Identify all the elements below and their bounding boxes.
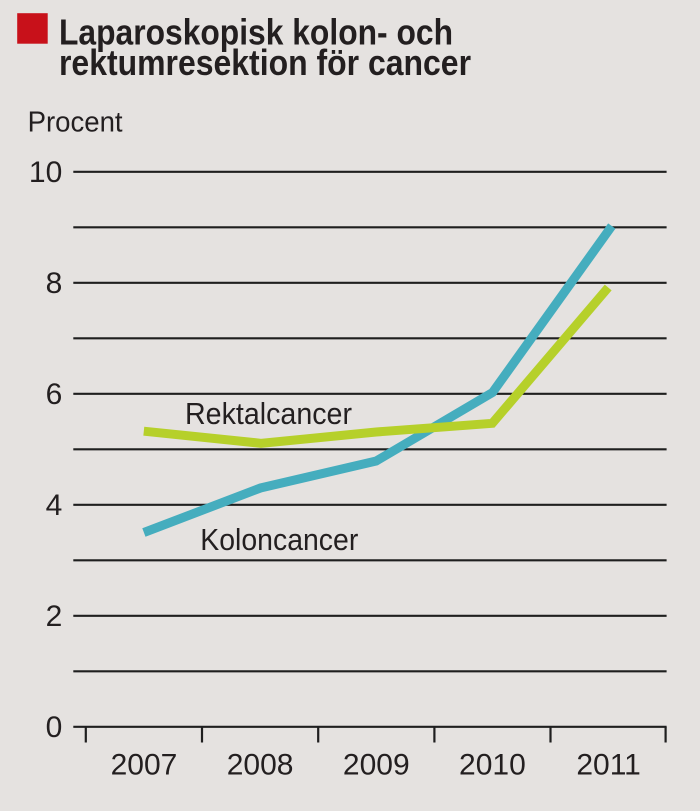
svg-text:Koloncancer: Koloncancer: [200, 523, 358, 557]
svg-text:8: 8: [46, 267, 63, 300]
svg-text:Laparoskopisk kolon- och: Laparoskopisk kolon- och: [59, 11, 453, 52]
svg-text:2008: 2008: [227, 749, 294, 782]
svg-text:rektumresektion för cancer: rektumresektion för cancer: [59, 42, 471, 83]
svg-text:Procent: Procent: [28, 107, 123, 139]
svg-text:2010: 2010: [459, 749, 526, 782]
svg-text:4: 4: [46, 489, 63, 522]
svg-text:0: 0: [46, 711, 63, 744]
svg-text:2007: 2007: [111, 749, 178, 782]
svg-text:2009: 2009: [343, 749, 410, 782]
svg-text:2011: 2011: [576, 749, 641, 782]
svg-text:6: 6: [46, 378, 63, 411]
svg-text:Rektalcancer: Rektalcancer: [185, 397, 352, 431]
svg-text:2: 2: [46, 600, 63, 633]
svg-text:10: 10: [29, 156, 62, 189]
